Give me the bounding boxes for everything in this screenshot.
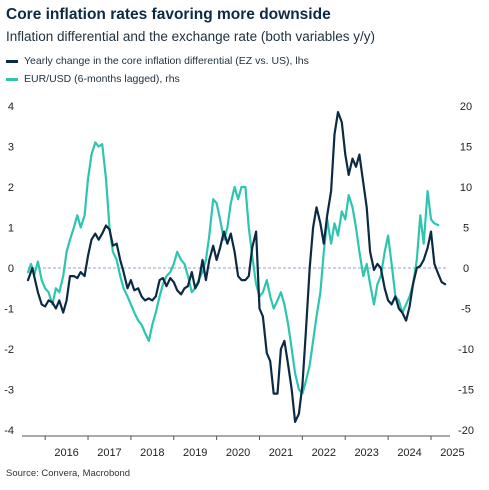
x-tick-label: 2022 — [312, 447, 336, 459]
x-tick-label: 2021 — [269, 447, 293, 459]
legend-item-eurusd: EUR/USD (6-months lagged), rhs — [6, 73, 180, 85]
x-tick-label: 2016 — [54, 447, 78, 459]
x-tick-label: 2020 — [226, 447, 250, 459]
y-right-tick-label: 5 — [463, 223, 469, 235]
y-right-tick-label: 15 — [460, 142, 472, 154]
x-tick-label: 2024 — [397, 447, 421, 459]
y-left-tick-label: -3 — [4, 385, 14, 397]
y-left-tick-label: 1 — [8, 223, 14, 235]
series-line-inflation-differential — [26, 111, 447, 423]
legend-label-eurusd: EUR/USD (6-months lagged), rhs — [24, 73, 180, 85]
chart-title: Core inflation rates favoring more downs… — [6, 6, 331, 23]
x-tick-label: 2018 — [140, 447, 164, 459]
y-right-tick-label: 10 — [460, 182, 472, 194]
series-line-eurusd — [26, 141, 440, 395]
y-left-tick-label: -2 — [4, 344, 14, 356]
legend-swatch-navy — [6, 59, 18, 63]
legend-item-inflation-differential: Yearly change in the core inflation diff… — [6, 55, 309, 67]
y-left-tick-label: -1 — [4, 304, 14, 316]
x-tick-label: 2025 — [440, 447, 464, 459]
y-left-tick-label: -4 — [4, 425, 14, 437]
y-left-tick-label: 4 — [8, 101, 14, 113]
y-left-tick-label: 0 — [8, 263, 14, 275]
x-tick-label: 2019 — [183, 447, 207, 459]
x-tick-label: 2023 — [354, 447, 378, 459]
x-tick-label: 2017 — [97, 447, 121, 459]
y-right-tick-label: 20 — [460, 101, 472, 113]
y-right-tick-label: -20 — [458, 425, 474, 437]
source-note: Source: Convera, Macrobond — [6, 468, 131, 479]
y-right-tick-label: -15 — [458, 385, 474, 397]
legend-swatch-teal — [6, 77, 18, 81]
legend-label-inflation-differential: Yearly change in the core inflation diff… — [24, 55, 309, 67]
y-right-tick-label: -10 — [458, 344, 474, 356]
chart-subtitle: Inflation differential and the exchange … — [6, 29, 375, 44]
y-right-tick-label: 0 — [463, 263, 469, 275]
y-left-tick-label: 2 — [8, 182, 14, 194]
y-left-tick-label: 3 — [8, 142, 14, 154]
y-right-tick-label: -5 — [461, 304, 471, 316]
